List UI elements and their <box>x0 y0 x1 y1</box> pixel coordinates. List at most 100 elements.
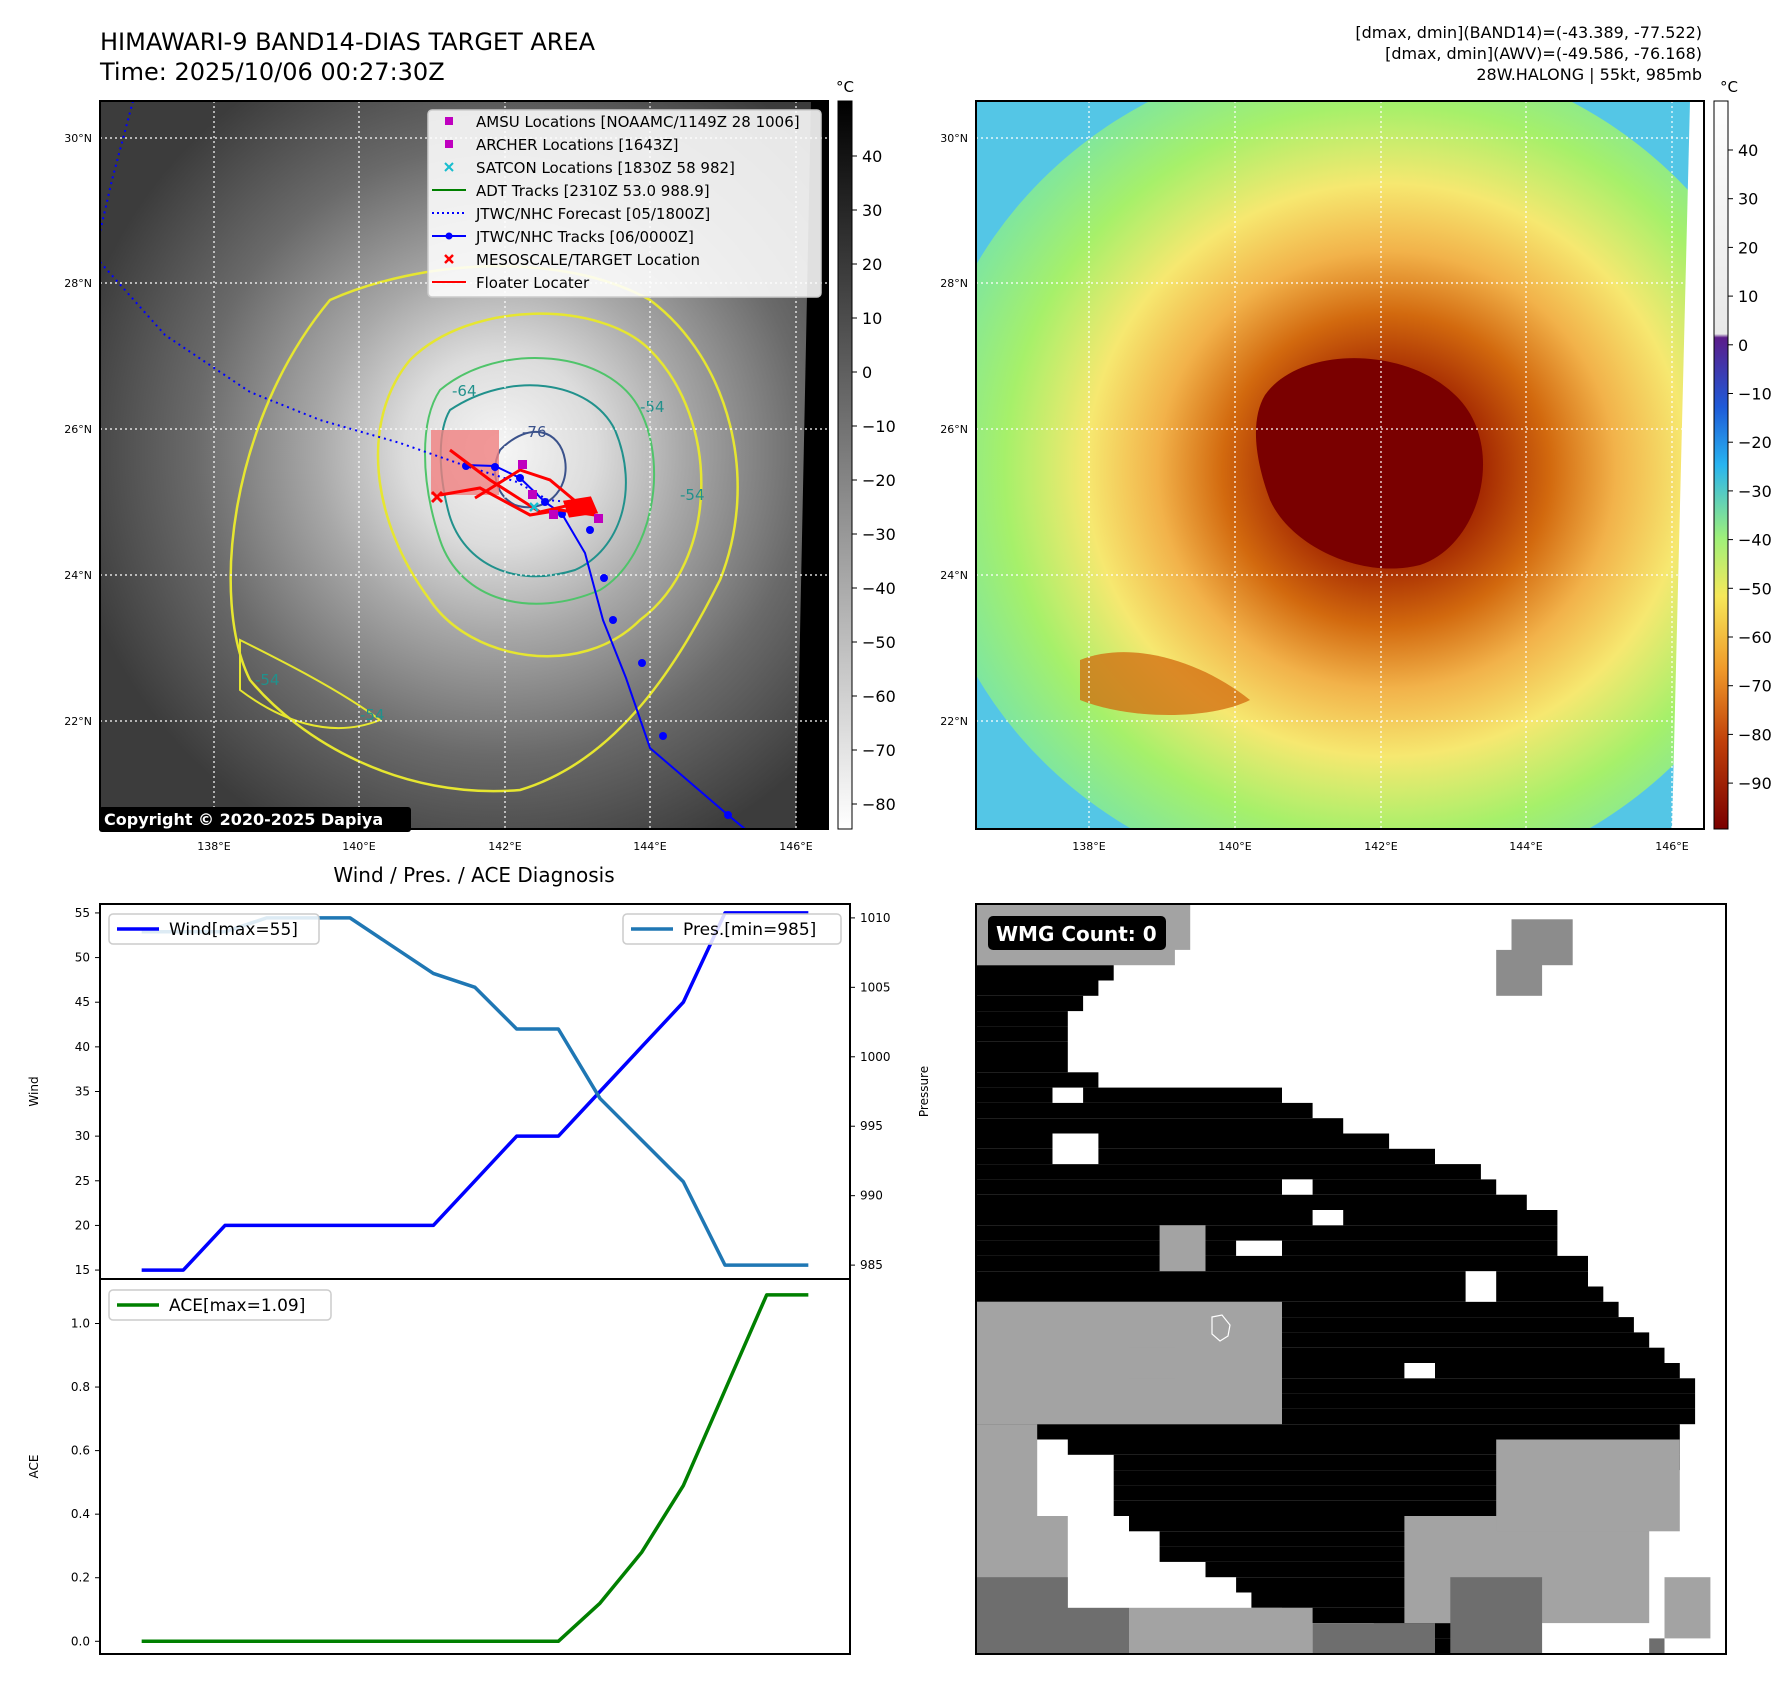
map-frame-left <box>99 100 829 830</box>
y-tick-label: 20 <box>75 1218 90 1232</box>
contour-label-6: -54 <box>360 706 385 724</box>
colorbar-unit: °C <box>1720 78 1738 96</box>
colorbar-tick-label: −10 <box>1738 385 1772 404</box>
figure-time: Time: 2025/10/06 00:27:30Z <box>99 58 445 86</box>
wmg-cell-black <box>976 1194 1527 1210</box>
colorbar-tick-label: −50 <box>1738 579 1772 598</box>
y-tick-label: 0.6 <box>71 1444 90 1458</box>
wmg-cell-gray <box>1129 1347 1175 1379</box>
legend-box <box>622 913 842 945</box>
wmg-cell-black <box>976 1041 1068 1057</box>
wmg-cell-gray <box>1496 1439 1680 1532</box>
lat-labels-left: 30°N 28°N 26°N 24°N 22°N <box>64 132 92 728</box>
y-tick-label: 35 <box>75 1085 90 1099</box>
lat-label: 26°N <box>940 423 968 436</box>
wmg-cell-gray <box>1649 1638 1665 1654</box>
y2-tick-label: 985 <box>860 1258 883 1272</box>
wind-pressure-chart: 15 20 25 30 35 40 45 50 55 985 990 995 1000 1005 1010 W… <box>27 903 931 1280</box>
colorbar-tick-label: 20 <box>862 255 882 274</box>
map-frame-right <box>975 100 1705 830</box>
legend-amsu: AMSU Locations [NOAAMC/1149Z 28 1006] <box>476 113 800 131</box>
y-tick-label: 0.2 <box>71 1571 90 1585</box>
legend-label: Wind[max=55] <box>169 920 298 940</box>
contour-yellow <box>376 312 703 658</box>
lon-label: 144°E <box>1509 840 1542 853</box>
legend-target: MESOSCALE/TARGET Location <box>476 251 700 269</box>
colorbar-tick-label: −20 <box>862 471 896 490</box>
lon-label: 138°E <box>1072 840 1105 853</box>
series-line-pres <box>141 916 809 1267</box>
wmg-cell-black <box>976 1179 1497 1195</box>
colorbar-tick-label: 20 <box>1738 238 1758 257</box>
colorbar-tick-label: 30 <box>862 201 882 220</box>
y-tick-label: 50 <box>75 951 90 965</box>
lat-labels-right: 30°N 28°N 26°N 24°N 22°N <box>940 132 968 728</box>
lon-labels-right: 138°E 140°E 142°E 144°E 146°E <box>1072 840 1688 853</box>
wmg-cell-black <box>976 1255 1588 1272</box>
wmg-cell-black <box>976 1118 1344 1134</box>
wmg-cell-black <box>976 1225 1558 1241</box>
lat-label: 22°N <box>940 715 968 728</box>
plot-frame <box>99 903 851 1280</box>
wmg-cell-black <box>976 1286 1604 1302</box>
colorbar-gray: °C 40 30 20 10 0 −10 −20 −30 −40 −50 −60 −70 −80 <box>836 78 896 830</box>
wmg-cell-gray <box>1312 1623 1435 1654</box>
contour-label-5: -54 <box>255 671 280 689</box>
legend-satcon: SATCON Locations [1830Z 58 982] <box>476 159 735 177</box>
colorbar-tick-label: 0 <box>862 363 872 382</box>
wmg-cell-gray <box>1496 949 1543 996</box>
y2-tick-label: 1010 <box>860 911 891 925</box>
wmg-cell-black <box>976 1087 1282 1103</box>
legend-jtwc-forecast: JTWC/NHC Forecast [05/1800Z] <box>475 205 710 223</box>
colorbar-tick-label: −60 <box>1738 628 1772 647</box>
colorbar-color: °C 40 30 20 10 0 −10 −20 −30 −40 −50 −60 −70 −80 −90 <box>1713 78 1772 830</box>
contour-label-4: -54 <box>680 486 705 504</box>
wmg-cell-gray <box>976 1607 1129 1654</box>
legend-label: ACE[max=1.09] <box>169 1296 305 1316</box>
wmg-cell-black <box>976 1271 1588 1287</box>
wmg-cell-white <box>1236 1240 1282 1256</box>
wmg-cell-black <box>976 1057 1068 1073</box>
contour-green <box>424 356 656 605</box>
diagnosis-title: Wind / Pres. / ACE Diagnosis <box>333 863 614 887</box>
plot-frame <box>99 1278 851 1655</box>
wmg-cell-white <box>1404 1363 1435 1379</box>
map-legend: AMSU Locations [NOAAMC/1149Z 28 1006] AR… <box>427 109 822 298</box>
lon-label: 146°E <box>1655 840 1688 853</box>
colorbar-tick-label: −30 <box>862 525 896 544</box>
wmg-cell-black <box>976 1164 1481 1180</box>
y2-tick-label: 1000 <box>860 1050 891 1064</box>
colorbar-tick-label: −70 <box>862 741 896 760</box>
y-axis-label: Wind <box>27 1076 41 1106</box>
y2-axis-label: Pressure <box>917 1066 931 1117</box>
legend-box <box>108 913 320 945</box>
wmg-cell-black <box>976 1102 1313 1119</box>
legend-box <box>108 1289 332 1321</box>
contour-label-2: -76 <box>522 423 547 441</box>
lat-label: 26°N <box>64 423 92 436</box>
contour-label-3: -54 <box>640 398 665 416</box>
wmg-panel: WMG Count: 0 <box>975 903 1727 1655</box>
y-tick-label: 40 <box>75 1040 90 1054</box>
y-tick-label: 0.8 <box>71 1380 90 1394</box>
y2-tick-label: 990 <box>860 1189 883 1203</box>
contour-yellow-band <box>239 638 383 729</box>
y-tick-label: 45 <box>75 995 90 1009</box>
wmg-cell-gray <box>1450 1577 1543 1654</box>
colorbar-tick-label: 0 <box>1738 336 1748 355</box>
series-line-wind <box>141 911 809 1272</box>
legend-adt: ADT Tracks [2310Z 53.0 988.9] <box>476 182 710 200</box>
legend-floater: Floater Locater <box>476 274 590 292</box>
y-tick-label: 0.4 <box>71 1507 90 1521</box>
lat-label: 30°N <box>940 132 968 145</box>
wmg-cell-white <box>1282 1179 1313 1195</box>
ace-chart: 0.0 0.2 0.4 0.6 0.8 1.0 ACE ACE[max=1.09] <box>27 1278 851 1655</box>
colorbar-tick-label: −90 <box>1738 774 1772 793</box>
wmg-cell-gray <box>1129 1607 1313 1654</box>
wmg-cell-gray <box>1664 1577 1711 1639</box>
wmg-frame <box>975 903 1727 1655</box>
colorbar-tick-label: −30 <box>1738 482 1772 501</box>
map-gridlines-right <box>976 101 1704 829</box>
colorbar-tick-label: −80 <box>862 795 896 814</box>
wmg-cell-white <box>1312 1210 1344 1226</box>
